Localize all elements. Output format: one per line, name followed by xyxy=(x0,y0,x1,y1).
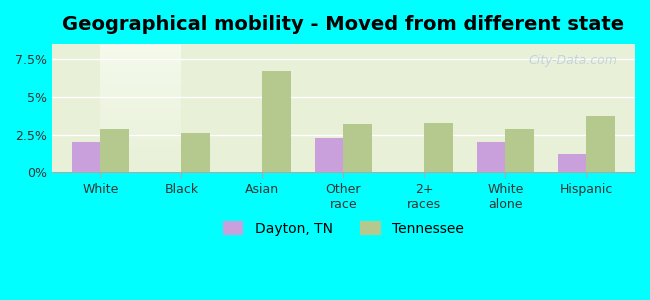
Text: City-Data.com: City-Data.com xyxy=(528,54,618,67)
Bar xyxy=(424,123,453,172)
Legend: Dayton, TN, Tennessee: Dayton, TN, Tennessee xyxy=(217,215,470,241)
Bar xyxy=(315,138,343,172)
Bar xyxy=(477,142,506,172)
Bar xyxy=(263,71,291,172)
Bar xyxy=(72,142,101,172)
Bar xyxy=(343,124,372,172)
Title: Geographical mobility - Moved from different state: Geographical mobility - Moved from diffe… xyxy=(62,15,625,34)
Bar xyxy=(586,116,615,172)
Bar xyxy=(558,154,586,172)
Bar xyxy=(101,129,129,172)
Bar xyxy=(506,129,534,172)
Bar xyxy=(181,133,210,172)
